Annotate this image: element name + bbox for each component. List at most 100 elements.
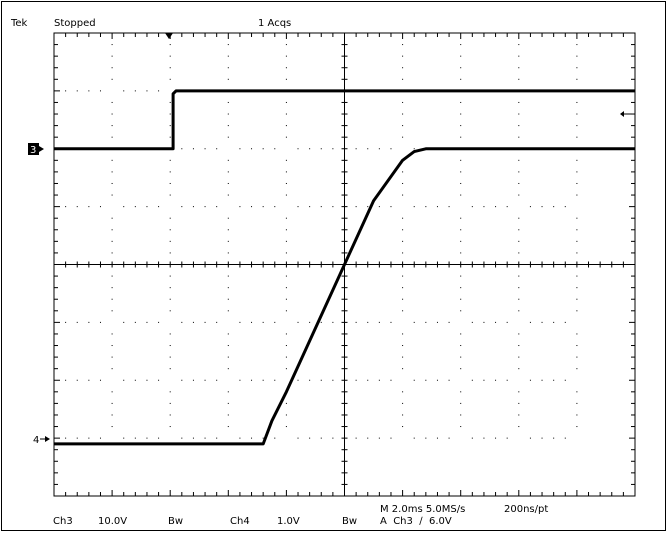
grid-dot: [169, 333, 171, 335]
grid-dot: [285, 240, 287, 242]
grid-dot: [344, 345, 345, 347]
grid-dot: [460, 402, 462, 404]
grid-dot: [227, 125, 229, 127]
grid-dot: [111, 402, 113, 404]
grid-dot: [483, 264, 485, 265]
grid-dot: [332, 437, 334, 439]
grid-dot: [402, 275, 404, 277]
grid-dot: [262, 148, 264, 150]
grid-dot: [576, 426, 578, 428]
grid-dot: [344, 368, 345, 370]
grid-dot: [285, 310, 287, 312]
grid-dot: [285, 194, 287, 196]
grid-dot: [355, 321, 357, 323]
grid-dot: [227, 159, 229, 161]
grid-dot: [169, 252, 171, 254]
grid-dot: [227, 78, 229, 80]
grid-dot: [111, 252, 113, 254]
grid-dot: [402, 101, 404, 103]
grid-dot: [402, 345, 404, 347]
grid-dot: [576, 78, 578, 80]
grid-dot: [460, 414, 462, 416]
grid-dot: [227, 55, 229, 57]
grid-dot: [146, 206, 148, 208]
grid-dot: [436, 264, 438, 265]
grid-dot: [344, 229, 345, 231]
grid-dot: [216, 321, 218, 323]
grid-dot: [344, 310, 345, 312]
grid-dot: [65, 264, 67, 265]
ch4-bandwidth-limit: Bw: [342, 516, 357, 527]
grid-dot: [483, 379, 485, 381]
grid-dot: [344, 333, 345, 335]
ch3-ground-marker: 3: [28, 143, 44, 156]
grid-dot: [123, 379, 125, 381]
grid-dot: [239, 437, 241, 439]
grid-dot: [320, 206, 322, 208]
grid-dot: [564, 379, 566, 381]
grid-dot: [274, 148, 276, 150]
grid-dot: [332, 264, 334, 265]
grid-dot: [111, 67, 113, 69]
grid-dot: [262, 321, 264, 323]
grid-dot: [367, 264, 369, 265]
grid-dot: [204, 321, 206, 323]
grid-dot: [448, 437, 450, 439]
grid-dot: [216, 206, 218, 208]
grid-dot: [344, 194, 345, 196]
grid-dot: [192, 321, 194, 323]
grid-dot: [541, 437, 543, 439]
grid-dot: [460, 333, 462, 335]
grid-dot: [274, 379, 276, 381]
grid-dot: [285, 333, 287, 335]
grid-dot: [367, 379, 369, 381]
grid-dot: [123, 321, 125, 323]
grid-dot: [471, 321, 473, 323]
grid-dot: [378, 206, 380, 208]
grid-dot: [285, 67, 287, 69]
grid-dot: [99, 437, 101, 439]
grid-dot: [402, 426, 404, 428]
grid-dot: [564, 321, 566, 323]
grid-dot: [413, 379, 415, 381]
grid-dot: [76, 264, 78, 265]
grid-dot: [309, 148, 311, 150]
grid-dot: [576, 345, 578, 347]
grid-dot: [425, 206, 427, 208]
brand-label: Tek: [10, 18, 28, 29]
grid-dot: [111, 55, 113, 57]
grid-dot: [402, 252, 404, 254]
grid-dot: [285, 368, 287, 370]
grid-dot: [344, 240, 345, 242]
grid-dot: [460, 287, 462, 289]
grid-dot: [192, 264, 194, 265]
grid-dot: [123, 90, 125, 92]
grid-dot: [227, 298, 229, 300]
grid-dot: [344, 182, 345, 184]
grid-dot: [111, 136, 113, 138]
grid-dot: [181, 148, 183, 150]
grid-dot: [134, 206, 136, 208]
grid-dot: [541, 321, 543, 323]
grid-dot: [111, 368, 113, 370]
grid-dot: [285, 217, 287, 219]
grid-dot: [111, 287, 113, 289]
grid-dot: [460, 391, 462, 393]
grid-dot: [541, 379, 543, 381]
grid-dot: [402, 194, 404, 196]
grid-dot: [344, 67, 345, 69]
grid-dot: [111, 240, 113, 242]
grid-dot: [402, 125, 404, 127]
grid-dot: [134, 264, 136, 265]
grid-dot: [88, 90, 90, 92]
grid-dot: [65, 437, 67, 439]
grid-dot: [518, 391, 520, 393]
grid-dot: [297, 264, 299, 265]
grid-dot: [506, 321, 508, 323]
grid-dot: [576, 252, 578, 254]
grid-dot: [111, 44, 113, 46]
grid-dot: [460, 229, 462, 231]
grid-dot: [344, 125, 345, 127]
acquisition-status: Stopped: [54, 18, 96, 29]
grid-dot: [65, 90, 67, 92]
